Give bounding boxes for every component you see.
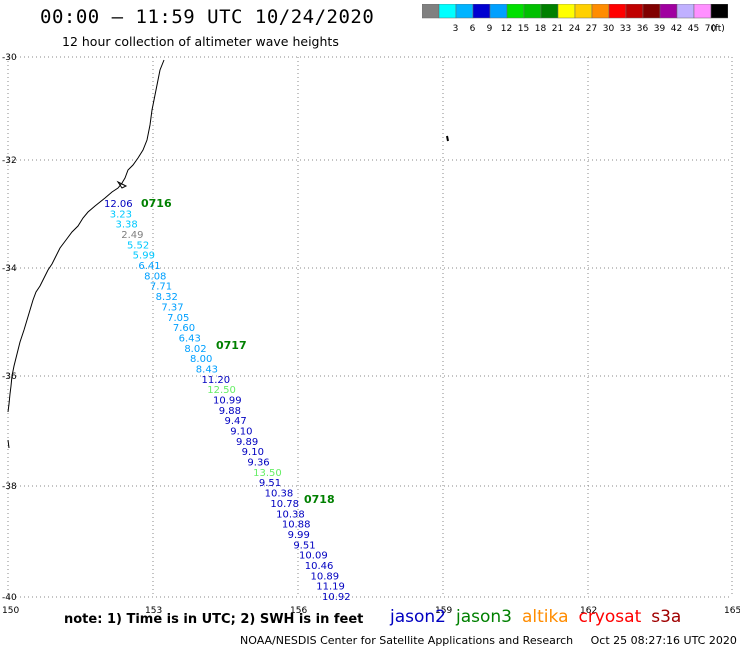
wave-height-label: 7.05 (167, 313, 189, 324)
legend-tick-label: 45 (688, 24, 699, 34)
wave-height-label: 11.19 (316, 582, 345, 593)
latitude-tick-label: -38 (2, 482, 17, 492)
wave-height-label: 3.38 (115, 220, 137, 231)
wave-height-label: 12.50 (207, 385, 236, 396)
wave-height-label: 9.51 (293, 540, 315, 551)
legend-tick-label: 39 (654, 24, 666, 34)
wave-height-label: 7.60 (173, 323, 195, 334)
footnote: note: 1) Time is in UTC; 2) SWH is in fe… (64, 612, 364, 627)
wave-height-label: 9.99 (288, 530, 310, 541)
legend-tick-label: 12 (501, 24, 512, 34)
footer-timestamp: Oct 25 08:27:16 UTC 2020 (590, 634, 737, 647)
latitude-tick-label: -40 (2, 593, 17, 603)
longitude-tick-label: 153 (145, 606, 162, 616)
satellite-name: altika (522, 607, 569, 627)
wave-height-label: 8.00 (190, 354, 212, 365)
legend-tick-label: 27 (586, 24, 597, 34)
wave-height-label: 11.20 (202, 375, 231, 386)
wave-height-readings: 12.063.233.382.495.525.996.418.087.718.3… (104, 199, 351, 603)
lat-lon-grid: 150 153 156 159 162 165 -30 -32 -34 -36 -38 -40 (2, 53, 740, 616)
footer-org: NOAA/NESDIS Center for Satellite Applica… (240, 634, 574, 647)
latitude-tick-label: -32 (2, 156, 17, 166)
legend-tick-label: 18 (535, 24, 547, 34)
wave-height-label: 10.09 (299, 551, 328, 562)
satellite-name: jason3 (456, 607, 512, 627)
legend-tick-label: 9 (487, 24, 493, 34)
longitude-tick-label: 156 (290, 606, 307, 616)
coast-fragment (7, 439, 10, 449)
wave-height-label: 9.51 (259, 478, 281, 489)
satellite-name: s3a (651, 607, 682, 627)
legend-unit: (ft) (711, 24, 725, 34)
wave-height-label: 5.99 (133, 251, 155, 262)
satellite-name: cryosat (578, 607, 642, 627)
pass-id-label: 0717 (216, 339, 247, 352)
longitude-tick-label: 159 (435, 606, 452, 616)
wave-height-label: 8.43 (196, 364, 218, 375)
longitude-tick-label: 162 (580, 606, 597, 616)
wave-height-label: 6.41 (138, 261, 160, 272)
legend-tick-label: 15 (518, 24, 529, 34)
legend-tick-label: 3 (453, 24, 459, 34)
wave-height-label: 9.10 (242, 447, 264, 458)
pass-id-label: 0716 (141, 197, 172, 210)
wave-height-label: 6.43 (179, 333, 201, 344)
wave-height-label: 10.38 (265, 489, 294, 500)
legend-tick-label: 30 (603, 24, 615, 34)
wave-height-label: 10.38 (276, 509, 305, 520)
pass-labels: 0716 0717 0718 (141, 197, 335, 506)
legend-tick-label: 21 (552, 24, 563, 34)
page-title: 00:00 – 11:59 UTC 10/24/2020 (40, 6, 375, 28)
wave-height-label: 3.23 (110, 209, 132, 220)
longitude-tick-label: 150 (2, 606, 19, 616)
wave-height-label: 8.08 (144, 271, 166, 282)
pass-id-label: 0718 (304, 493, 335, 506)
legend-tick-label: 42 (671, 24, 682, 34)
legend-tick-label: 6 (470, 24, 476, 34)
wave-height-label: 8.32 (156, 292, 178, 303)
legend-tick-label: 24 (569, 24, 581, 34)
wave-height-label: 9.88 (219, 406, 241, 417)
wave-height-label: 5.52 (127, 240, 149, 251)
wave-height-label: 10.88 (282, 520, 311, 531)
wave-height-label: 9.47 (224, 416, 246, 427)
latitude-tick-label: -36 (2, 372, 17, 382)
wave-height-label: 9.10 (230, 427, 252, 438)
wave-height-label: 9.36 (247, 458, 269, 469)
wave-height-label: 10.78 (270, 499, 299, 510)
satellite-legend: jason2 jason3 altika cryosat s3a (390, 607, 691, 627)
wave-height-label: 7.71 (150, 282, 172, 293)
wave-height-label: 10.92 (322, 592, 351, 603)
wave-height-label: 9.89 (236, 437, 258, 448)
latitude-tick-label: -30 (2, 53, 17, 63)
legend-tick-label: 70 (705, 24, 717, 34)
island-marker (446, 135, 449, 142)
footer: NOAA/NESDIS Center for Satellite Applica… (240, 634, 740, 647)
wave-height-label: 8.02 (184, 344, 206, 355)
page-subtitle: 12 hour collection of altimeter wave hei… (62, 34, 339, 49)
wave-height-label: 10.89 (311, 571, 340, 582)
wave-height-label: 2.49 (121, 230, 143, 241)
wave-height-label: 12.06 (104, 199, 133, 210)
legend-tick-label: 36 (637, 24, 649, 34)
latitude-tick-label: -34 (2, 264, 17, 274)
longitude-tick-label: 165 (724, 606, 740, 616)
color-legend: 3 6 9 12 15 18 21 24 27 30 33 36 39 42 45 70(ft) (422, 4, 728, 34)
legend-swatch (710, 4, 728, 19)
wave-height-label: 10.99 (213, 396, 242, 407)
wave-height-label: 10.46 (305, 561, 334, 572)
coast-inlet (116, 180, 128, 189)
australia-coastline (7, 59, 165, 413)
wave-height-label: 13.50 (253, 468, 282, 479)
wave-height-label: 7.37 (161, 302, 183, 313)
legend-tick-label: 33 (620, 24, 631, 34)
satellite-name: jason2 (390, 607, 446, 627)
